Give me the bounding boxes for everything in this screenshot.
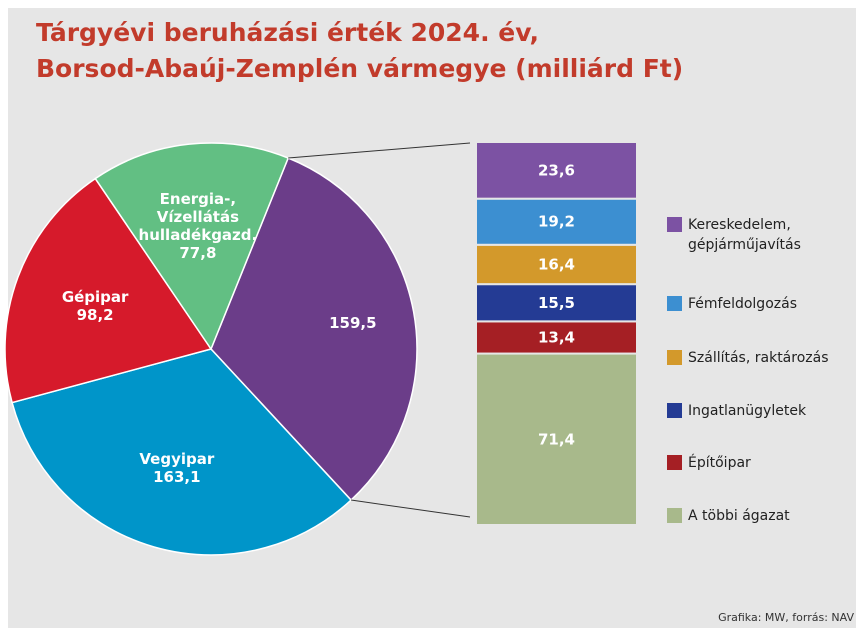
slice-value: 163,1 xyxy=(153,467,201,486)
legend-swatch xyxy=(667,403,682,418)
legend-label: Kereskedelem, gépjárműjavítás xyxy=(688,217,801,253)
bar-segment xyxy=(475,141,638,200)
slice-value: 159,5 xyxy=(329,313,377,332)
slice-name: Vegyipar xyxy=(139,449,215,468)
legend-swatch xyxy=(667,296,682,311)
segment-label: 19,2 xyxy=(538,213,575,231)
slice-label: Energia-, Vízellátás hulladékgazd. 77,8 xyxy=(133,190,263,262)
segment-label: 16,4 xyxy=(538,255,575,273)
legend-swatch xyxy=(667,508,682,523)
legend-label: Ingatlanügyletek xyxy=(688,403,807,419)
legend-swatch xyxy=(667,217,682,232)
slice-label: Vegyipar 163,1 xyxy=(112,450,242,486)
segment-label: 71,4 xyxy=(538,430,575,448)
pie-slice xyxy=(94,142,290,351)
legend-swatch xyxy=(667,350,682,365)
bar-segment xyxy=(475,320,638,355)
segment-label: 13,4 xyxy=(538,328,575,346)
segment-label: 23,6 xyxy=(538,161,575,179)
slice-value: 98,2 xyxy=(76,305,114,324)
connector xyxy=(288,142,471,159)
bar-segment xyxy=(475,283,638,323)
source: Grafika: MW, forrás: NAV xyxy=(718,611,854,624)
connector xyxy=(350,499,471,518)
legend-label: Fémfeldolgozás xyxy=(688,296,797,312)
legend-label: Építőipar xyxy=(688,455,751,471)
legend-label: Szállítás, raktározás xyxy=(688,350,829,366)
slice-label: Gépipar 98,2 xyxy=(30,288,160,324)
pie-slice xyxy=(210,157,418,502)
slice-name: Energia-, Vízellátás hulladékgazd. xyxy=(138,190,258,245)
bar-segment xyxy=(475,243,638,286)
legend-swatch xyxy=(667,455,682,470)
legend-label: A többi ágazat xyxy=(688,508,790,524)
slice-label: 159,5 xyxy=(288,314,418,332)
pie-slice xyxy=(4,177,213,404)
segment-label: 15,5 xyxy=(538,294,575,312)
slice-name: Gépipar xyxy=(61,287,129,306)
chart-title: Borsod-Abaúj-Zemplén vármegye (milliárd … xyxy=(36,54,684,83)
pie-slice xyxy=(11,348,353,556)
slice-value: 77,8 xyxy=(179,244,217,263)
chart-title: Tárgyévi beruházási érték 2024. év, xyxy=(36,18,539,47)
